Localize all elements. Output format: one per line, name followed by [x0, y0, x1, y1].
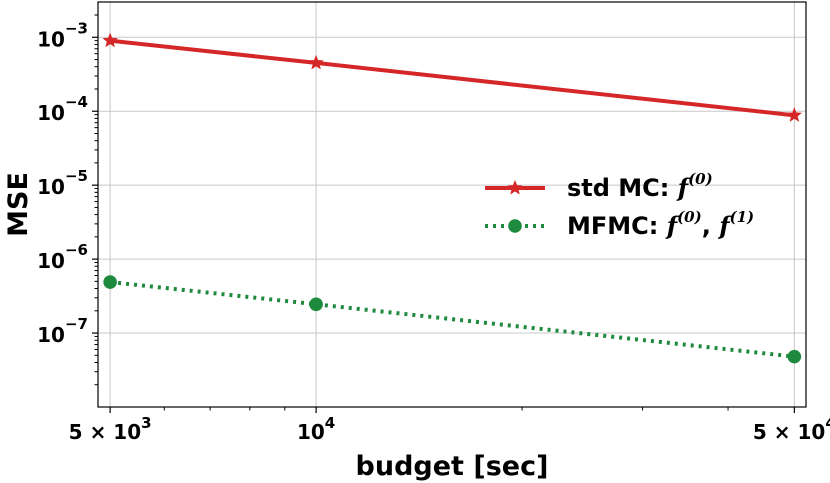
y-tick-base: 10 [37, 175, 65, 199]
y-tick-base: 10 [37, 323, 65, 347]
x-tick-times: × [774, 420, 791, 444]
y-tick-exponent: −6 [65, 241, 88, 259]
x-tick-base: 10 [297, 420, 325, 444]
y-axis-title: MSE [3, 172, 34, 237]
y-tick-label: 10−5 [37, 167, 88, 199]
x-tick-label: 5 × 104 [753, 414, 830, 444]
y-tick-label: 10−6 [37, 241, 88, 273]
legend-label-prefix: MFMC: [567, 212, 667, 240]
y-tick-label: 10−7 [37, 315, 88, 347]
x-tick-base: 10 [113, 420, 141, 444]
y-tick-exponent: −3 [65, 19, 88, 37]
legend-entry: MFMC: f(0), f(1) [485, 208, 754, 240]
data-point-marker [786, 107, 803, 122]
legend-marker [507, 179, 523, 195]
y-tick-exponent: −4 [65, 93, 88, 111]
x-tick-mantissa: 5 [69, 420, 83, 444]
data-point-marker [102, 32, 118, 48]
data-point-marker [308, 54, 324, 70]
series-0 [102, 32, 803, 122]
legend-label-superscript: (1) [730, 208, 755, 226]
x-axis-title: budget [sec] [356, 451, 549, 482]
x-tick-exponent: 4 [825, 414, 830, 432]
legend-label-superscript: (0) [677, 208, 702, 226]
y-tick-base: 10 [37, 27, 65, 51]
plot-frame [97, 1, 807, 408]
legend-label-separator: , [702, 212, 719, 240]
y-tick-label: 10−3 [37, 19, 88, 51]
x-tick-times: × [90, 420, 107, 444]
legend-label-symbol: f [676, 173, 692, 202]
series-1 [103, 275, 802, 364]
data-point-marker [103, 275, 117, 289]
x-tick-exponent: 3 [141, 414, 151, 432]
y-tick-exponent: −7 [65, 315, 88, 333]
legend-label-superscript: (0) [688, 170, 713, 188]
y-tick-base: 10 [37, 101, 65, 125]
y-tick-base: 10 [37, 249, 65, 273]
x-tick-mantissa: 5 [753, 420, 767, 444]
legend-label: std MC: f(0) [567, 170, 713, 202]
x-tick-exponent: 4 [325, 414, 335, 432]
data-point-marker [787, 349, 802, 364]
y-tick-label: 10−4 [37, 93, 88, 125]
legend-label: MFMC: f(0), f(1) [567, 208, 754, 240]
x-tick-base: 10 [798, 420, 826, 444]
series-line [109, 280, 795, 359]
grid [98, 2, 806, 407]
legend: std MC: f(0)MFMC: f(0), f(1) [485, 170, 754, 240]
series-layer [102, 32, 803, 364]
legend-entry: std MC: f(0) [485, 170, 713, 202]
legend-label-prefix: std MC: [567, 174, 678, 202]
y-tick-exponent: −5 [65, 167, 88, 185]
legend-marker [508, 219, 522, 233]
x-tick-label: 104 [297, 414, 335, 444]
data-point-marker [309, 297, 323, 312]
legend-label-symbol: f [665, 211, 681, 240]
legend-label-symbol: f [717, 211, 733, 240]
series-line [109, 38, 795, 118]
x-tick-label: 5 × 103 [69, 414, 152, 444]
